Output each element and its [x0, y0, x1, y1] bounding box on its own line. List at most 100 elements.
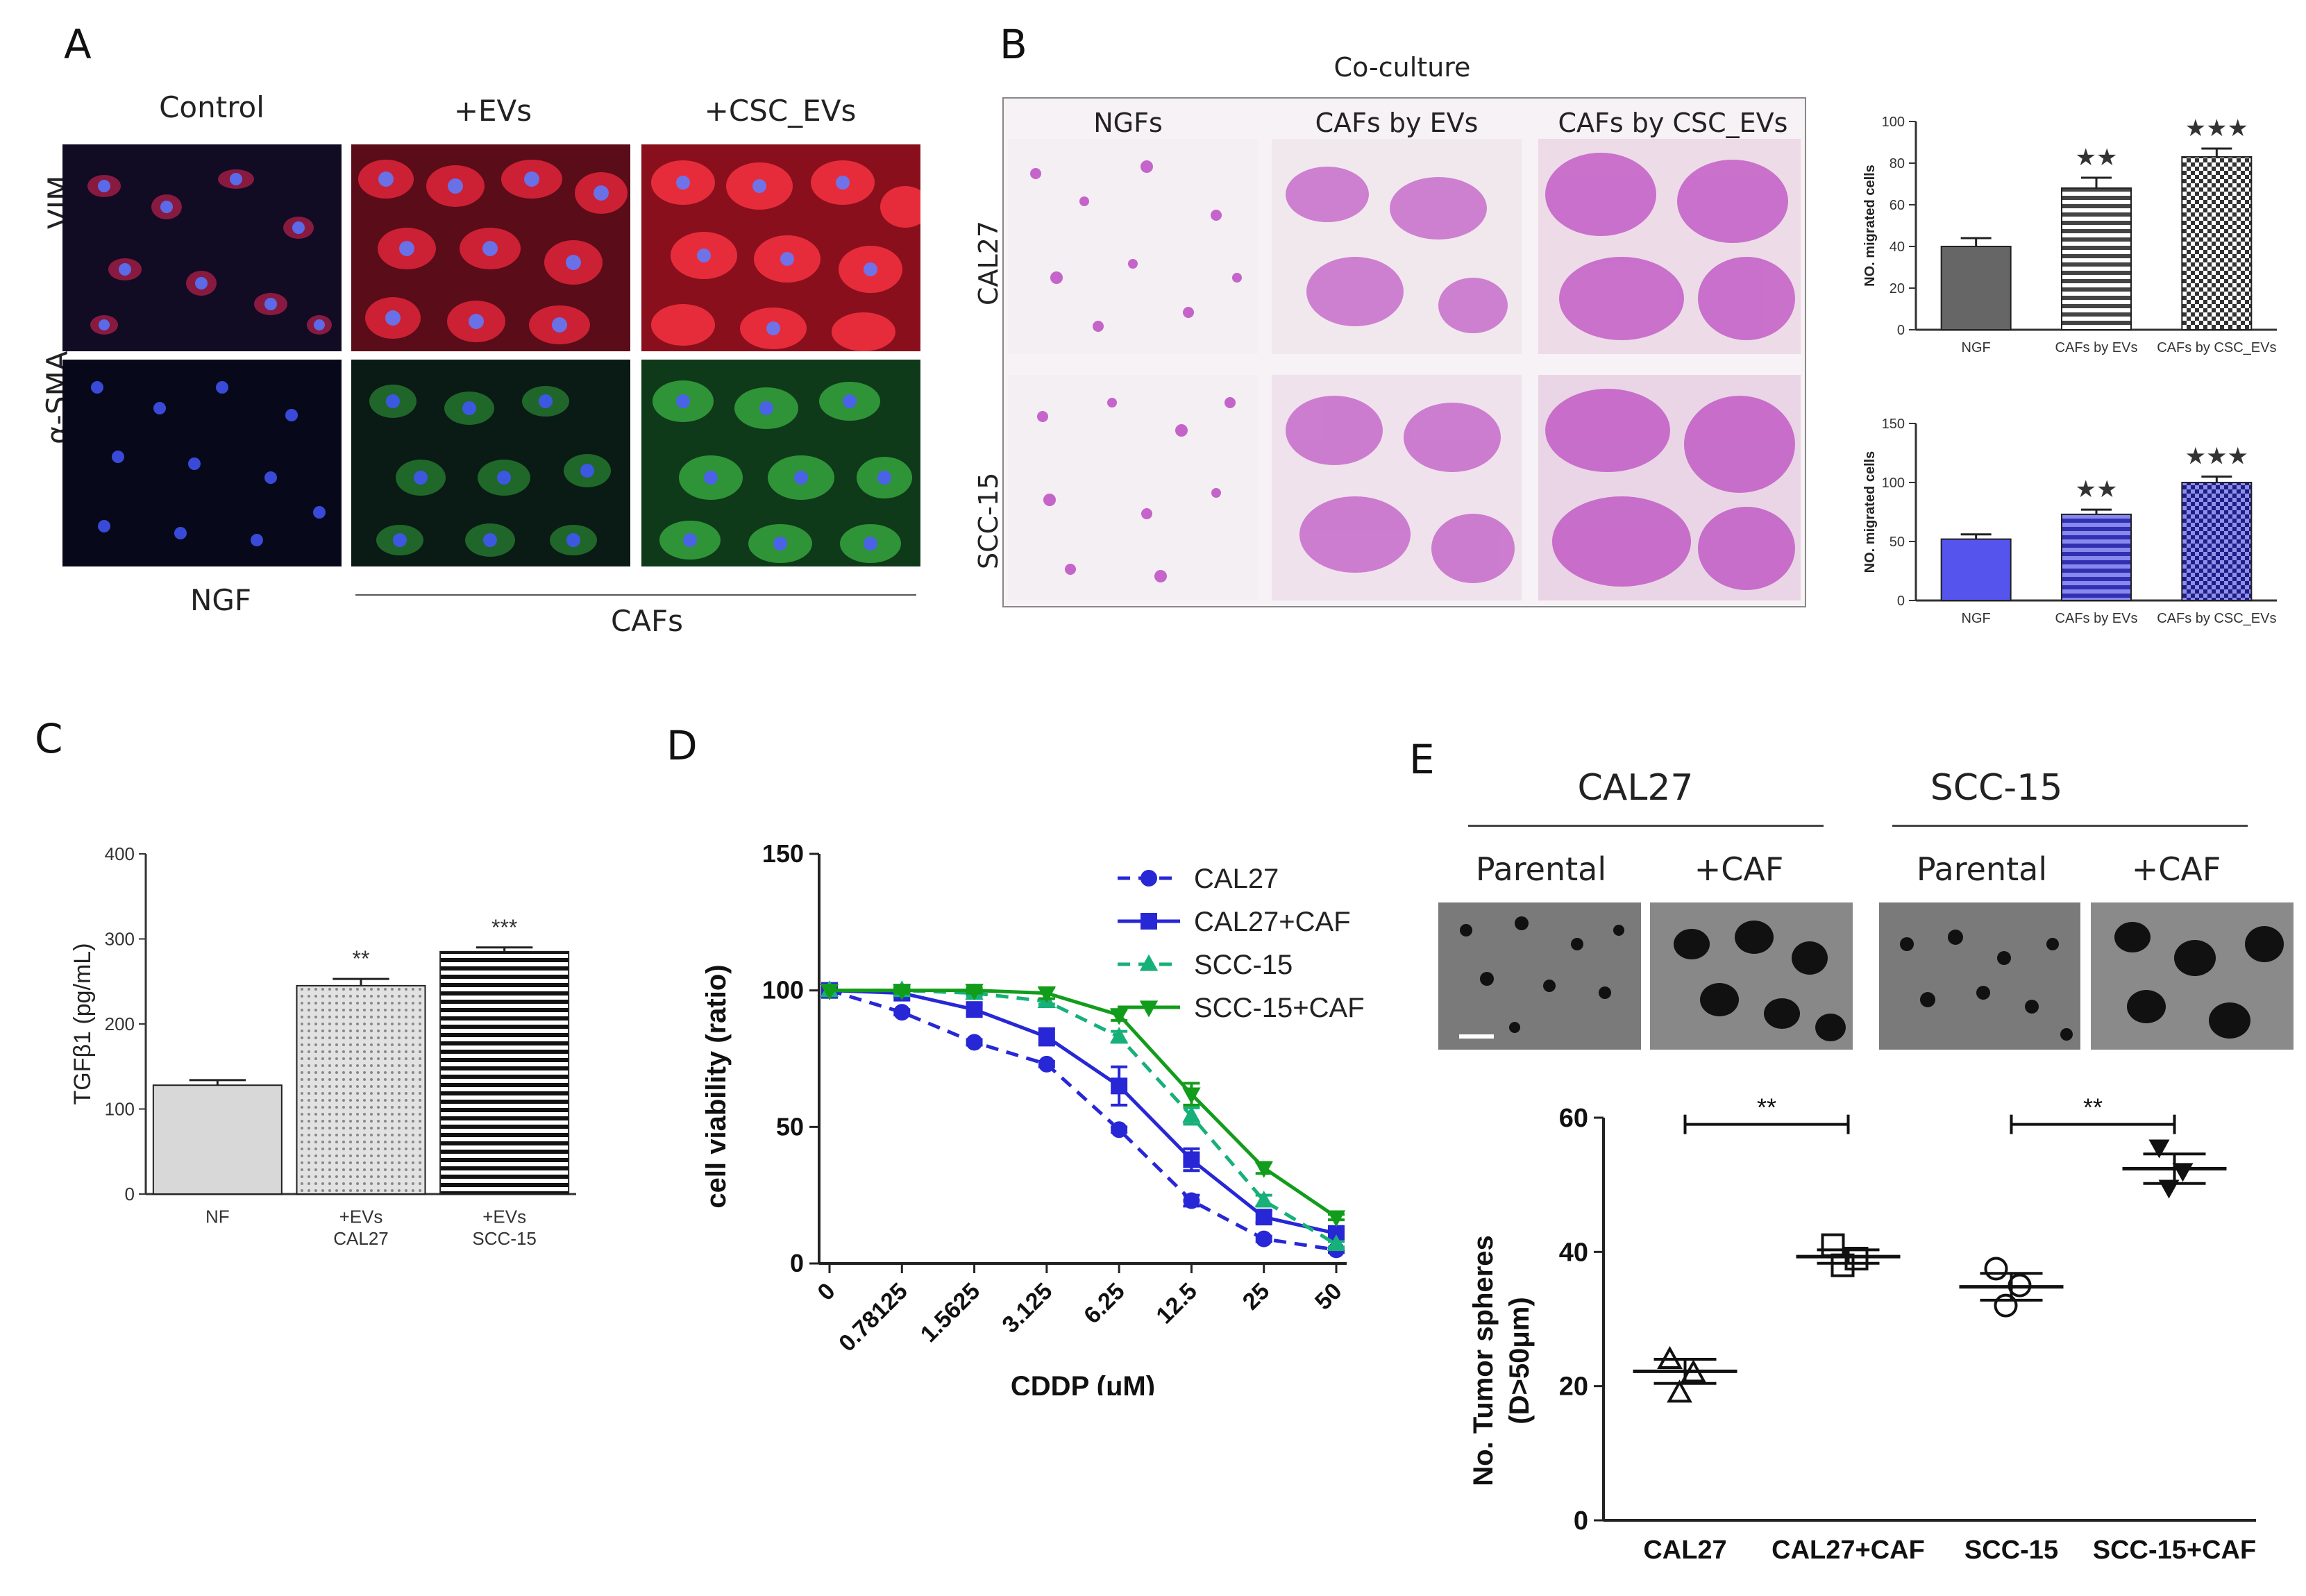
y-tick-label: 40	[1559, 1238, 1588, 1267]
bar	[152, 1084, 283, 1195]
data-point	[893, 1004, 911, 1021]
data-point	[1182, 1106, 1201, 1123]
x-tick-label: 12.5	[1151, 1278, 1202, 1329]
y-tick-label: 400	[105, 843, 135, 864]
data-point	[1183, 1151, 1200, 1168]
data-point	[1141, 913, 1157, 930]
bar	[2061, 187, 2132, 330]
category-label: NGF	[1962, 611, 1991, 626]
data-point	[893, 984, 911, 1001]
data-point	[966, 1034, 983, 1051]
panel-a-letter: A	[64, 21, 92, 68]
y-axis-label: NO. migrated cells	[1862, 165, 1878, 287]
bar	[2181, 156, 2253, 330]
sphere-scc15-caf-image	[2091, 902, 2294, 1050]
migration-scc15-ngfs-cells	[1008, 375, 1258, 600]
y-tick-label: 40	[1890, 240, 1905, 255]
significance-label: **	[353, 946, 370, 971]
y-tick-label: 50	[776, 1112, 804, 1141]
data-point	[1038, 1055, 1055, 1073]
vim-csc-evs-cells	[641, 144, 920, 351]
panel-e-col-4: +CAF	[2131, 850, 2221, 888]
y-tick-label: 60	[1559, 1104, 1588, 1133]
migration-cal27-cafs-csc-evs-image	[1538, 139, 1801, 354]
category-label: CAFs by EVs	[2055, 340, 2138, 355]
vim-csc-evs-image	[641, 144, 920, 351]
category-label: SCC-15	[472, 1228, 536, 1249]
data-point	[1255, 1230, 1272, 1248]
migration-cal27-cafs-csc-evs-cells	[1538, 139, 1801, 354]
x-tick-label: 0.78125	[834, 1278, 913, 1357]
y-tick-label: 100	[762, 976, 804, 1005]
migration-cal27-cafs-evs-cells	[1272, 139, 1522, 354]
data-point	[1327, 1210, 1346, 1227]
category-label: CAFs by CSC_EVs	[2157, 611, 2276, 626]
data-point	[1994, 1293, 2018, 1318]
series-line	[830, 989, 1338, 1219]
sphere-cal27-caf-image	[1650, 902, 1853, 1050]
vim-control-cells	[62, 144, 342, 351]
data-point	[1139, 954, 1159, 971]
legend-label: SCC-15+CAF	[1194, 993, 1365, 1023]
bar	[1940, 538, 2012, 602]
data-point	[2148, 1139, 2170, 1159]
data-point	[1111, 1077, 1128, 1095]
significance-label: ★★	[2076, 144, 2118, 171]
significance-label: ★★	[2076, 476, 2118, 503]
panel-b-row-scc15: SCC-15	[973, 472, 1004, 569]
sphere-scc15-caf-spheres	[2091, 902, 2294, 1050]
panel-e-scc15-line	[1892, 825, 2248, 827]
panel-c-letter: C	[35, 715, 63, 762]
panel-b-letter: B	[1000, 21, 1027, 68]
data-point	[1821, 1233, 1845, 1257]
significance-label: ***	[491, 915, 517, 940]
y-tick-label: 80	[1890, 156, 1905, 171]
significance-label: **	[2083, 1093, 2103, 1122]
y-tick-label: 150	[762, 839, 804, 868]
y-tick-label: 20	[1890, 281, 1905, 296]
bar	[439, 950, 570, 1195]
sphere-scc15-parental-spheres	[1879, 902, 2080, 1050]
y-tick-label: 60	[1890, 198, 1905, 213]
asma-csc-evs-image	[641, 360, 920, 566]
significance-label: **	[1757, 1093, 1776, 1122]
data-point	[1254, 1161, 1273, 1178]
category-label: +EVs	[339, 1207, 383, 1227]
panel-a-group-cafs: CAFs	[610, 604, 684, 638]
category-label: +EVs	[482, 1207, 526, 1227]
y-tick-label: 300	[105, 929, 135, 950]
series-line	[829, 989, 1337, 1236]
y-axis-label: NO. migrated cells	[1862, 451, 1878, 573]
data-point	[1667, 1379, 1692, 1403]
y-tick-label: 0	[1574, 1506, 1588, 1536]
panel-a-col-control: Control	[159, 90, 264, 124]
sphere-cal27-parental-image	[1438, 902, 1641, 1050]
y-tick-label: 150	[1882, 417, 1905, 432]
panel-b-title: Co-culture	[1333, 52, 1471, 83]
data-point	[1657, 1345, 1683, 1369]
data-point	[1111, 1121, 1128, 1139]
panel-e-col-3: Parental	[1916, 850, 2048, 888]
y-tick-label: 200	[105, 1014, 135, 1034]
data-point	[1681, 1359, 1706, 1383]
migration-cal27-ngfs-image	[1008, 139, 1258, 354]
x-tick-label: SCC-15+CAF	[2093, 1536, 2256, 1565]
panel-d-letter: D	[666, 722, 698, 769]
data-point	[1831, 1253, 1855, 1277]
x-tick-label: 6.25	[1079, 1278, 1130, 1329]
y-axis-label: cell viability (ratio)	[701, 964, 732, 1208]
chart-b-top: 0 20 40 60 80 100 NO. migrated cells NGF ★★ CAFs …	[1862, 115, 2277, 355]
data-point	[2158, 1179, 2180, 1199]
y-axis-label: No. Tumor spheres	[1468, 1235, 1499, 1486]
x-tick-label: 25	[1238, 1278, 1275, 1316]
sphere-cal27-caf-spheres	[1650, 902, 1853, 1050]
legend-label: CAL27+CAF	[1194, 907, 1351, 937]
data-point	[1255, 1209, 1272, 1226]
panel-e-letter: E	[1409, 736, 1435, 783]
panel-b-col-ngfs: NGFs	[1093, 108, 1163, 138]
data-point	[1037, 986, 1057, 1003]
y-tick-label: 0	[125, 1184, 135, 1204]
y-tick-label: 0	[790, 1249, 804, 1277]
panel-e-col-2: +CAF	[1694, 850, 1784, 888]
data-point	[2008, 1273, 2032, 1297]
